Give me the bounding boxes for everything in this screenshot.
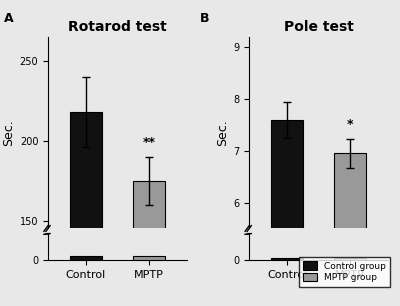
Bar xyxy=(70,112,102,306)
Y-axis label: Sec.: Sec. xyxy=(2,119,16,146)
Title: Pole test: Pole test xyxy=(284,20,354,34)
Bar xyxy=(70,256,102,260)
Text: A: A xyxy=(4,12,14,25)
Bar xyxy=(133,256,165,260)
Text: *: * xyxy=(347,118,354,131)
Bar xyxy=(334,258,366,260)
Bar xyxy=(271,258,303,260)
Bar xyxy=(133,181,165,306)
Title: Rotarod test: Rotarod test xyxy=(68,20,167,34)
Text: **: ** xyxy=(142,136,156,149)
Legend: Control group, MPTP group: Control group, MPTP group xyxy=(299,257,390,287)
Text: B: B xyxy=(200,12,210,25)
Bar xyxy=(334,153,366,306)
Bar xyxy=(271,120,303,306)
Y-axis label: Sec.: Sec. xyxy=(216,119,229,146)
